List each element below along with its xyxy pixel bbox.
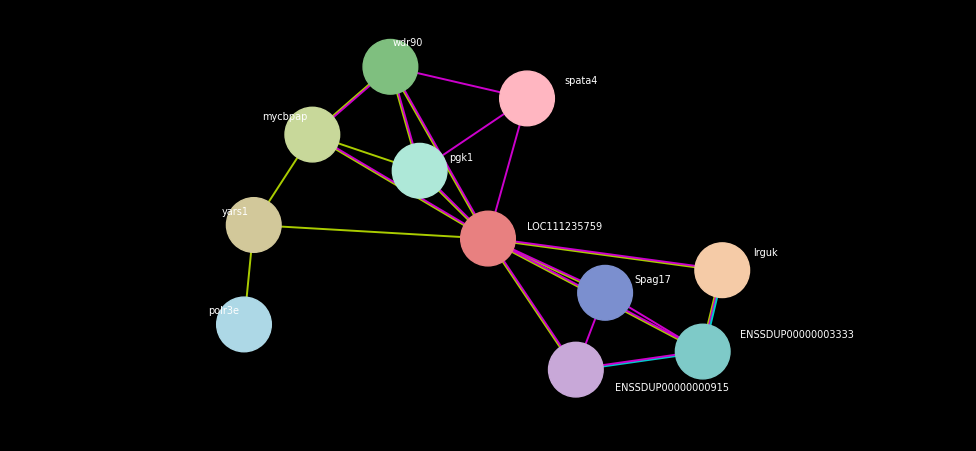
Ellipse shape	[285, 108, 340, 162]
Ellipse shape	[392, 144, 447, 198]
Text: mycbpap: mycbpap	[263, 111, 307, 121]
Ellipse shape	[578, 266, 632, 320]
Ellipse shape	[549, 343, 603, 397]
Ellipse shape	[461, 212, 515, 266]
Text: ENSSDUP00000003333: ENSSDUP00000003333	[740, 330, 854, 340]
Text: polr3e: polr3e	[208, 305, 239, 315]
Text: spata4: spata4	[564, 76, 597, 86]
Text: wdr90: wdr90	[392, 38, 423, 48]
Text: ENSSDUP00000000915: ENSSDUP00000000915	[615, 382, 729, 392]
Ellipse shape	[217, 298, 271, 352]
Text: yars1: yars1	[222, 206, 249, 216]
Ellipse shape	[695, 244, 750, 298]
Text: Spag17: Spag17	[634, 275, 671, 285]
Ellipse shape	[226, 198, 281, 253]
Text: pgk1: pgk1	[449, 153, 473, 163]
Ellipse shape	[363, 41, 418, 95]
Ellipse shape	[675, 325, 730, 379]
Ellipse shape	[500, 72, 554, 126]
Text: lrguk: lrguk	[753, 248, 778, 258]
Text: LOC111235759: LOC111235759	[527, 221, 602, 231]
